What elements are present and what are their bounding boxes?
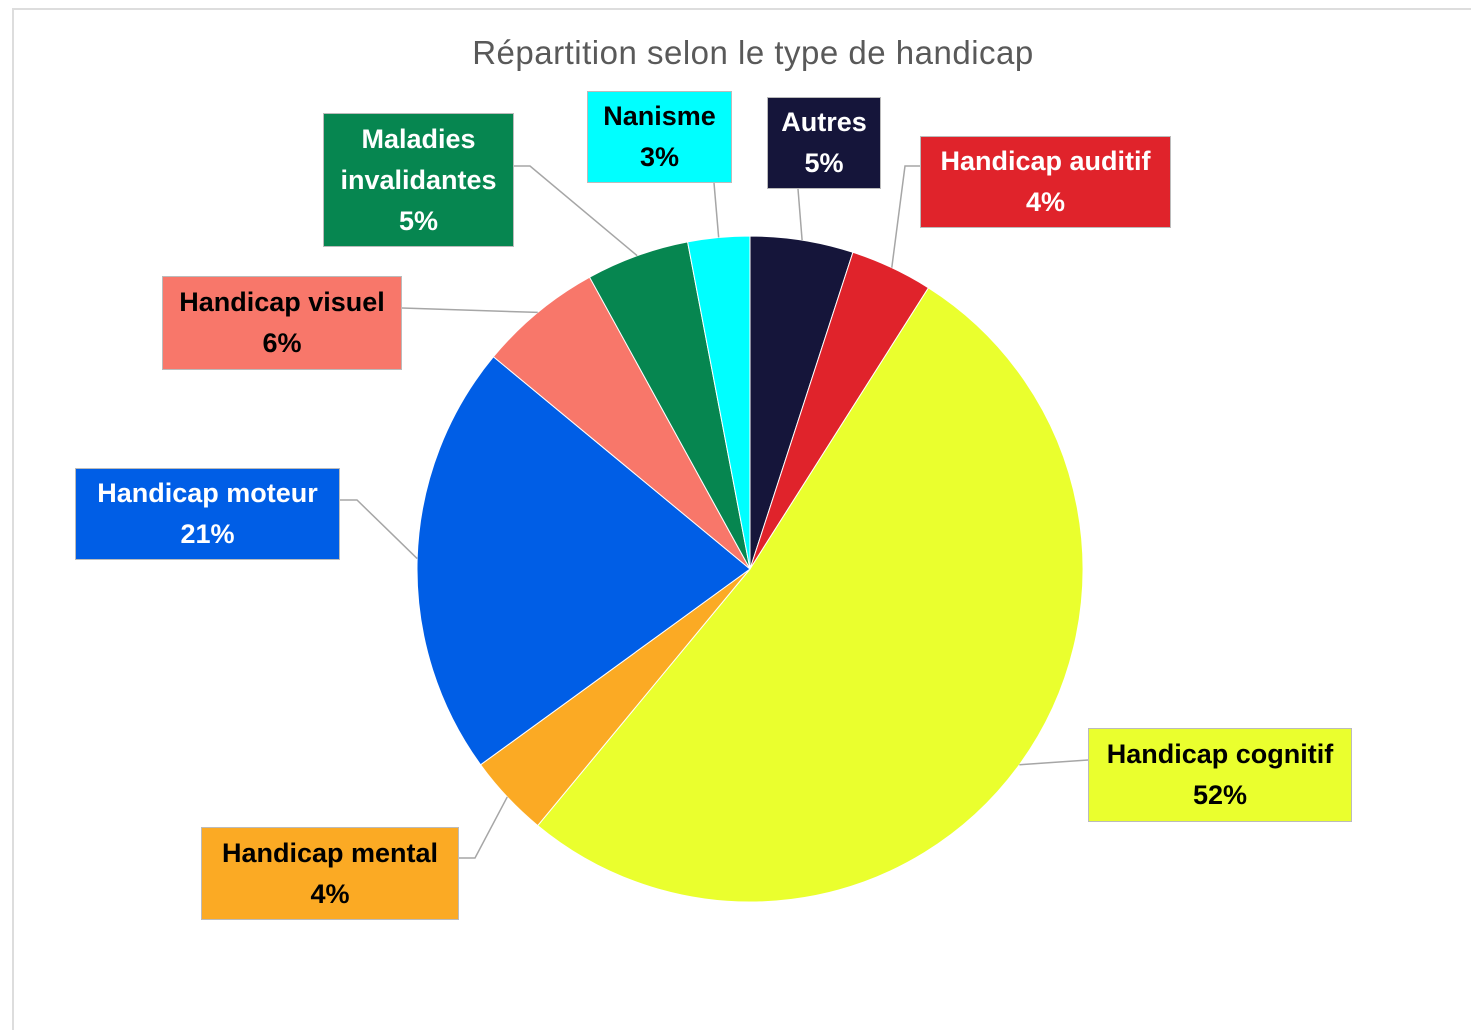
pie-slice [687, 235, 751, 570]
leader-line [797, 188, 803, 241]
leader-line [891, 165, 920, 268]
data-label: Nanisme 3% [587, 91, 732, 183]
label-name: Autres [781, 107, 867, 137]
pie-slice [492, 276, 751, 570]
data-label: Handicap auditif 4% [920, 136, 1171, 228]
leader-line [514, 165, 638, 257]
data-label: Autres 5% [767, 97, 881, 189]
leader-line [713, 182, 720, 238]
label-value: 3% [639, 142, 680, 172]
label-name: Handicap cognitif [1106, 739, 1334, 769]
label-value: 6% [262, 328, 302, 358]
label-name: Handicap moteur [97, 478, 318, 508]
label-value: 21% [180, 519, 235, 549]
leader-line [459, 796, 508, 859]
data-label: Maladies invalidantes 5% [323, 113, 514, 247]
chart-frame [12, 8, 1471, 1030]
label-value: 5% [398, 205, 439, 236]
label-name: Maladies invalidantes [340, 123, 497, 195]
label-value: 5% [804, 148, 844, 178]
data-label: Handicap mental 4% [201, 827, 459, 920]
label-name: Handicap mental [221, 837, 439, 868]
leader-line [1019, 759, 1089, 766]
label-value: 52% [1192, 780, 1248, 810]
data-label: Handicap moteur 21% [75, 468, 340, 560]
label-value: 4% [310, 878, 350, 909]
label-name: Nanisme [603, 101, 716, 131]
label-name: Handicap visuel [179, 287, 385, 317]
leader-line [401, 307, 538, 314]
data-label: Handicap visuel 6% [162, 276, 402, 370]
data-label: Handicap cognitif 52% [1088, 728, 1352, 822]
chart-title: Répartition selon le type de handicap [472, 34, 1034, 71]
label-value: 4% [1025, 187, 1066, 217]
leader-line [340, 499, 418, 560]
label-name: Handicap auditif [940, 146, 1151, 176]
pie-slice [416, 356, 751, 766]
